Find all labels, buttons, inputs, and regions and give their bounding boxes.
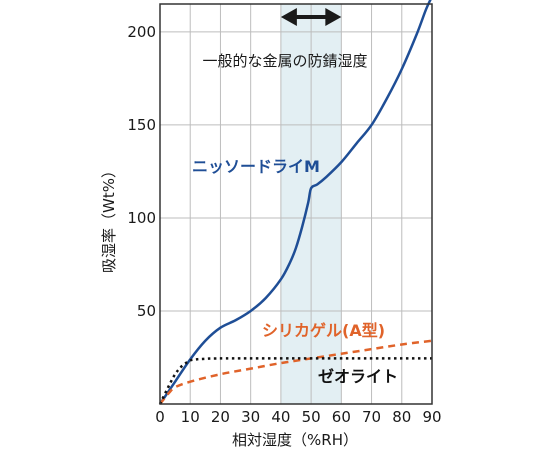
x-tick-label: 0 — [155, 408, 165, 426]
y-tick-label: 50 — [137, 302, 156, 320]
arrow-head-left — [280, 8, 297, 26]
arrow-head-right — [325, 8, 342, 26]
x-tick-label: 40 — [271, 408, 290, 426]
x-tick-label: 10 — [181, 408, 200, 426]
y-tick-label: 150 — [127, 116, 156, 134]
series-line-0 — [158, 0, 432, 405]
x-tick-label: 80 — [392, 408, 411, 426]
series-lines — [158, 0, 433, 405]
series-label-silica-gel: シリカゲル(A型) — [262, 321, 385, 340]
y-axis-title: 吸湿率（Wt%） — [100, 163, 118, 273]
double-arrow-icon — [280, 8, 342, 26]
series-label-zeolite: ゼオライト — [318, 367, 398, 386]
x-tick-label: 70 — [362, 408, 381, 426]
series-label-nisso-dry-m: ニッソードライM — [192, 157, 320, 176]
y-tick-labels: 50 100 150 200 — [127, 23, 156, 320]
x-tick-label: 30 — [241, 408, 260, 426]
x-tick-label: 20 — [211, 408, 230, 426]
x-tick-label: 60 — [332, 408, 351, 426]
y-tick-label: 200 — [127, 23, 156, 41]
x-tick-label: 50 — [302, 408, 321, 426]
x-axis-title: 相対湿度（%RH） — [232, 431, 358, 449]
band-label: 一般的な金属の防錆湿度 — [202, 52, 367, 70]
x-tick-labels: 0 10 20 30 40 50 60 70 80 90 — [155, 408, 441, 426]
plot-frame — [159, 3, 433, 405]
x-tick-label: 90 — [422, 408, 441, 426]
y-tick-label: 100 — [127, 209, 156, 227]
